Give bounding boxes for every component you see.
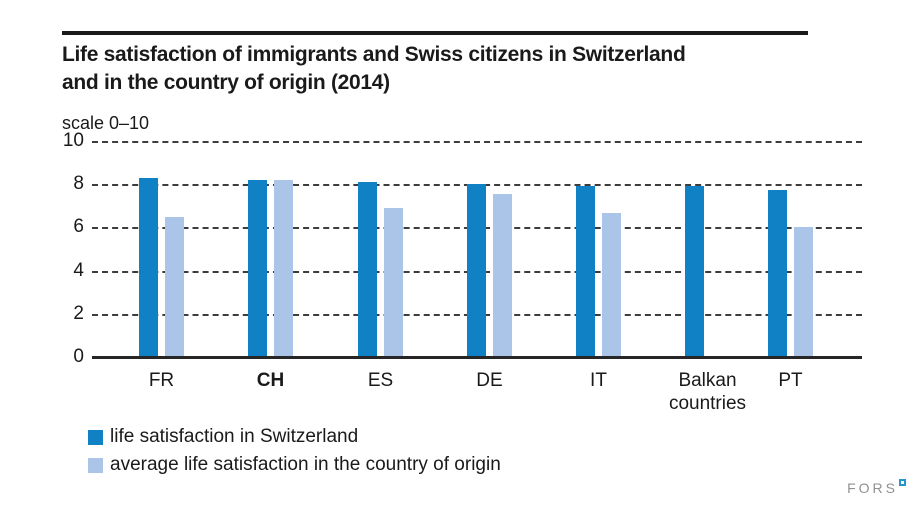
bar-pt-origin: [794, 227, 813, 357]
title-rule: [62, 31, 808, 35]
x-axis-label-es: ES: [367, 370, 394, 391]
bar-de-origin: [493, 194, 512, 357]
legend-swatch-origin: [88, 457, 103, 473]
legend-item-switzerland: life satisfaction in Switzerland: [88, 426, 358, 448]
y-axis-unit-label: scale 0–10: [62, 113, 150, 133]
y-tick-label-10: 10: [62, 130, 84, 151]
fors-logo: FORS: [847, 479, 906, 496]
x-axis-label-pt: PT: [778, 370, 803, 391]
plot-area: [0, 141, 920, 357]
fors-logo-text: FORS: [847, 480, 898, 496]
x-axis-label-balkan-countries: Balkan countries: [668, 370, 747, 414]
x-axis-label-it: IT: [590, 370, 607, 391]
bar-it-switzerland: [576, 186, 595, 357]
legend-item-origin: average life satisfaction in the country…: [88, 454, 501, 476]
bar-de-switzerland: [467, 184, 486, 357]
y-tick-label-0: 0: [73, 346, 84, 367]
bar-balkan-countries-switzerland: [685, 186, 704, 357]
gridline-10: [92, 141, 862, 143]
legend-label-switzerland: life satisfaction in Switzerland: [110, 426, 359, 447]
bar-fr-switzerland: [139, 178, 158, 357]
bar-pt-switzerland: [768, 190, 787, 357]
bar-es-switzerland: [358, 182, 377, 357]
chart-title: Life satisfaction of immigrants and Swis…: [62, 41, 822, 97]
y-tick-label-2: 2: [73, 302, 84, 324]
x-axis-label-ch: CH: [256, 370, 285, 391]
x-axis-baseline: [92, 356, 862, 359]
bar-es-origin: [384, 208, 403, 357]
bar-it-origin: [602, 213, 621, 357]
fors-logo-square-icon: [899, 479, 906, 486]
y-tick-label-8: 8: [73, 173, 84, 195]
bar-ch-origin: [274, 180, 293, 357]
bar-fr-origin: [165, 217, 184, 357]
bar-ch-switzerland: [248, 180, 267, 357]
y-tick-label-4: 4: [73, 259, 84, 281]
legend-label-origin: average life satisfaction in the country…: [110, 454, 501, 475]
legend-swatch-switzerland: [88, 429, 103, 445]
x-axis-label-fr: FR: [148, 370, 175, 391]
chart-title-line2: and in the country of origin (2014): [62, 71, 390, 94]
x-axis-label-de: DE: [476, 370, 503, 391]
chart-title-line1: Life satisfaction of immigrants and Swis…: [62, 43, 686, 66]
y-tick-label-6: 6: [73, 216, 84, 238]
